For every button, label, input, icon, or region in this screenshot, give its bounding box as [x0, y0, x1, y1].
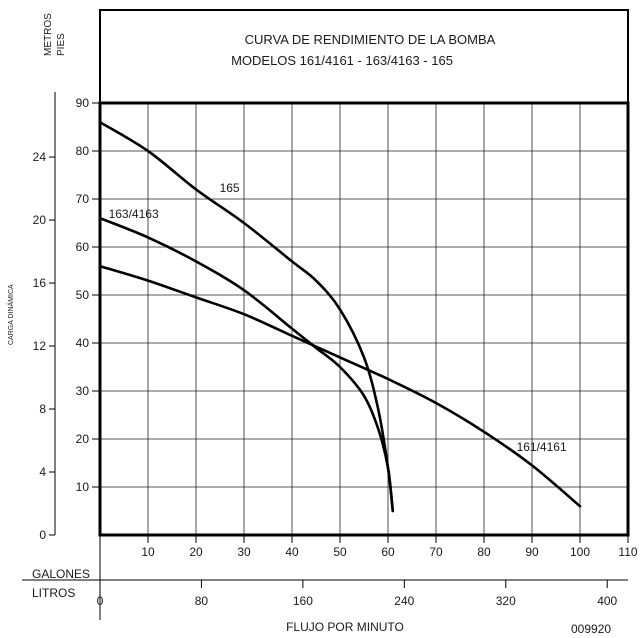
- feet-tick-label: 20: [76, 432, 90, 446]
- meters-tick-label: 20: [33, 213, 47, 227]
- gallons-label: GALONES: [32, 567, 90, 581]
- meters-axis-label: METROS: [43, 13, 54, 56]
- series-label-161-4161: 161/4161: [517, 440, 567, 454]
- series-label-165: 165: [220, 181, 240, 195]
- x-axis-title: FLUJO POR MINUTO: [286, 620, 404, 634]
- gallons-tick-label: 10: [141, 545, 155, 559]
- meters-tick-label: 8: [39, 402, 46, 416]
- figure-code: 009920: [571, 622, 611, 636]
- series-line-163-4163: [98, 216, 395, 513]
- feet-tick-label: 50: [76, 288, 90, 302]
- feet-tick-label: 40: [76, 336, 90, 350]
- feet-tick-label: 10: [76, 480, 90, 494]
- gallons-tick-label: 40: [285, 545, 299, 559]
- chart-subtitle: MODELOS 161/4161 - 163/4163 - 165: [231, 53, 453, 68]
- feet-axis-label: PIES: [56, 33, 67, 56]
- series-labels: 165 163/4163 161/4161: [109, 181, 567, 454]
- tick-labels: 10 20 30 40 50 60 70 80 90 0 4 8 12 16 20 24 10 20 30 40 50 6…: [33, 96, 638, 608]
- meters-tick-label: 12: [33, 339, 47, 353]
- series-curves: [98, 120, 582, 513]
- liters-tick-label: 400: [597, 594, 617, 608]
- feet-tick-label: 70: [76, 192, 90, 206]
- gallons-tick-label: 30: [237, 545, 251, 559]
- liters-tick-label: 320: [496, 594, 516, 608]
- liters-tick-label: 240: [394, 594, 414, 608]
- feet-tick-label: 80: [76, 144, 90, 158]
- liters-tick-label: 160: [293, 594, 313, 608]
- series-label-163-4163: 163/4163: [109, 207, 159, 221]
- meters-tick-label: 16: [33, 276, 47, 290]
- gallons-tick-label: 80: [477, 545, 491, 559]
- series-line-165: [98, 120, 395, 513]
- gallons-tick-label: 110: [618, 545, 637, 559]
- feet-tick-label: 30: [76, 384, 90, 398]
- meters-tick-label: 0: [39, 528, 46, 542]
- liters-tick-label: 0: [97, 594, 104, 608]
- gallons-tick-label: 100: [570, 545, 590, 559]
- gallons-tick-label: 70: [429, 545, 443, 559]
- meters-tick-label: 4: [39, 465, 46, 479]
- head-axis-label: CARGA DINÁMICA: [6, 284, 15, 345]
- gallons-tick-label: 50: [333, 545, 347, 559]
- feet-tick-label: 90: [76, 96, 90, 110]
- gallons-tick-label: 60: [381, 545, 395, 559]
- series-line-161-4161: [98, 264, 582, 508]
- plot-frame: [98, 101, 630, 537]
- liters-label: LITROS: [32, 586, 75, 600]
- liters-tick-label: 80: [195, 594, 209, 608]
- gallons-tick-label: 90: [525, 545, 539, 559]
- grid: [100, 103, 628, 535]
- chart-title: CURVA DE RENDIMIENTO DE LA BOMBA: [245, 32, 496, 47]
- feet-tick-label: 60: [76, 240, 90, 254]
- gallons-tick-label: 20: [189, 545, 203, 559]
- meters-tick-label: 24: [33, 150, 47, 164]
